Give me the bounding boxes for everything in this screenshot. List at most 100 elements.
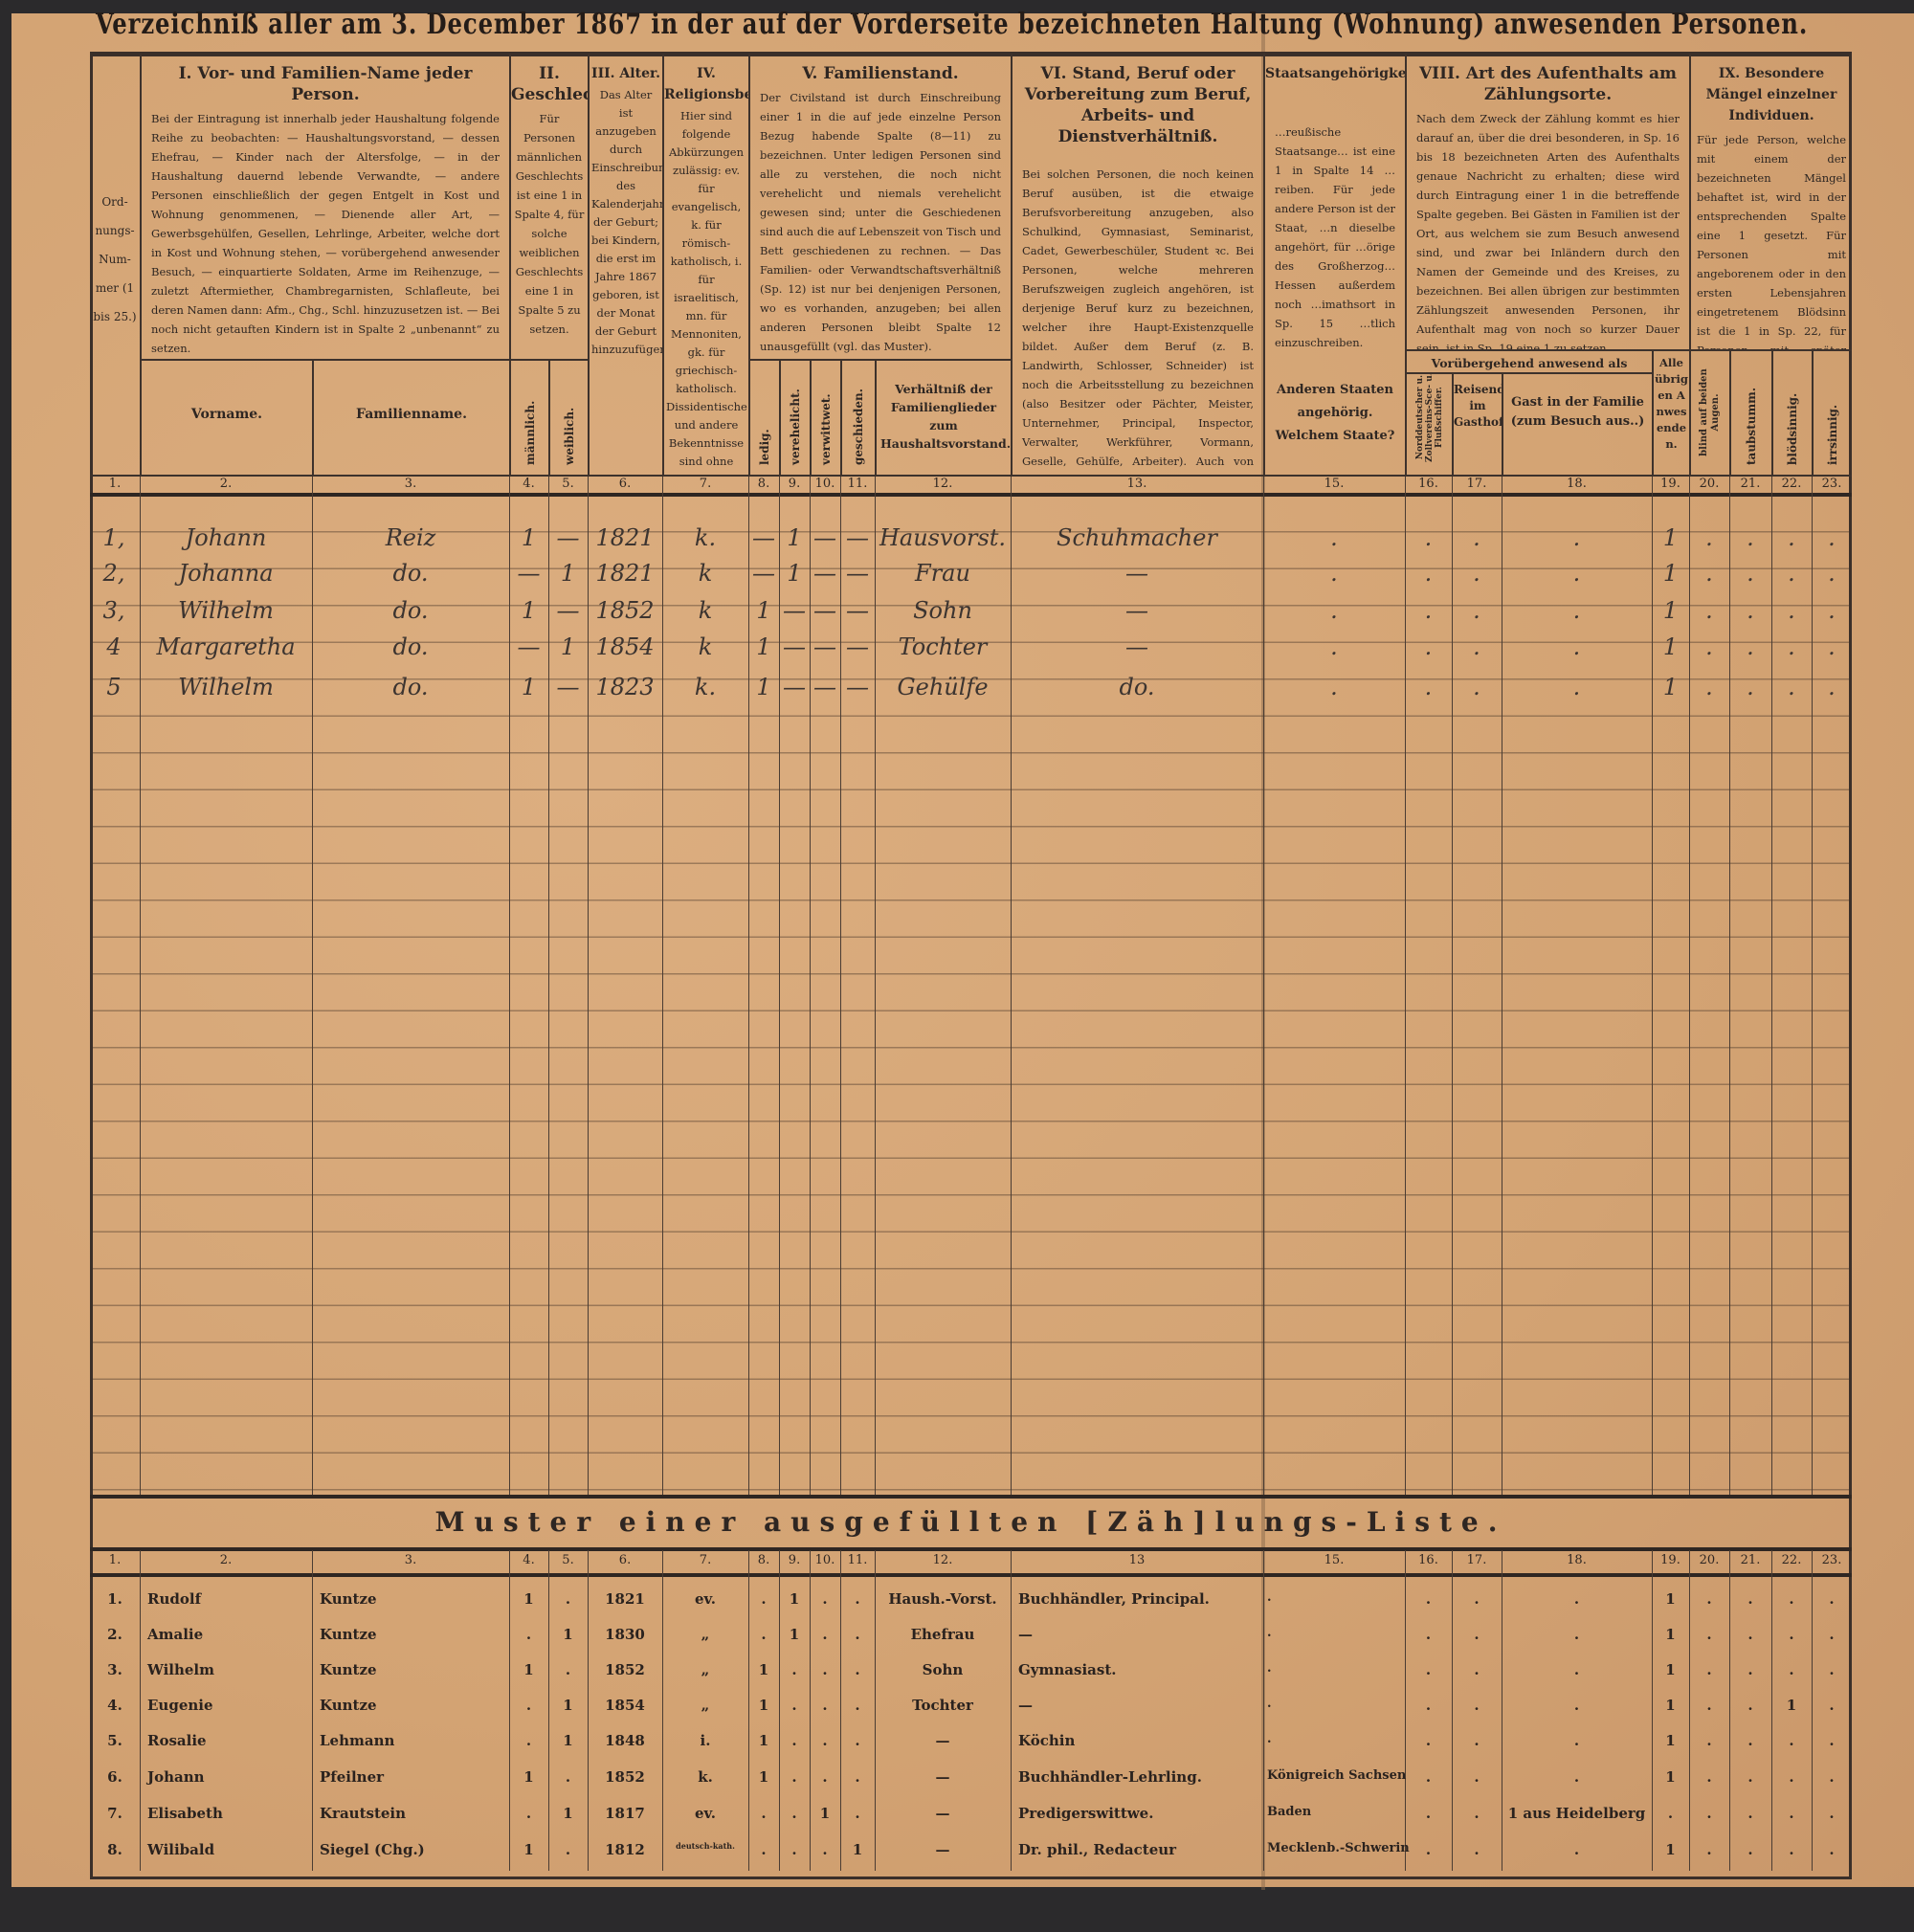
entry-cell: . [1330,674,1338,700]
column-number: 21. [1740,477,1761,491]
muster-cell: . [1474,1768,1480,1786]
muster-cell: 3. [107,1661,122,1678]
muster-column-number: 15. [1324,1553,1345,1567]
column-number: 4. [523,477,535,491]
column-number: 2. [219,477,233,491]
divider [90,1547,1852,1551]
entry-cell: — [517,560,541,587]
muster-cell: Kuntze [320,1661,377,1678]
entry-cell: Sohn [913,597,972,624]
muster-cell: 1812 [605,1841,645,1858]
header-taubstumm: taubstumm. [1729,351,1771,475]
column-number: 17. [1466,477,1487,491]
header-section-I: I. Vor- und Familien-Name jeder Person. B… [140,54,509,361]
entry-cell: . [1788,633,1795,660]
muster-cell: . [822,1732,828,1749]
entry-cell: 1 [521,597,537,624]
column-rule [1689,477,1690,1495]
entry-cell: — [813,524,836,551]
column-rule [779,477,780,1495]
muster-cell: 1 [758,1697,769,1714]
entry-cell: . [1828,633,1836,660]
section-text: Nach dem Zweck der Zählung kommt es hier… [1416,112,1680,351]
column-number: 11. [847,477,868,491]
section-title: IX. Besondere Mängel einzelner Individue… [1705,66,1837,123]
section-title: VIII. Art des Aufenthalts am Zählungsort… [1418,64,1678,104]
muster-cell: . [1425,1661,1432,1678]
entry-cell: . [1424,560,1433,587]
entry-cell: . [1705,674,1713,700]
muster-cell: . [1474,1626,1480,1643]
section-text: Hier sind folgende Abkürzungen zulässig:… [666,109,747,475]
column-rule [1652,477,1653,1495]
header-section-III: III. Alter. Das Alter ist anzugeben durch… [588,54,662,475]
entry-cell: . [1788,597,1795,624]
muster-cell: . [1573,1841,1580,1858]
header-ledig: ledig. [748,361,779,475]
muster-cell: . [1747,1697,1753,1714]
entry-cell: . [1473,674,1480,700]
entry-cell: 1 [560,560,576,587]
entry-cell: 1852 [595,597,655,624]
muster-cell: . [791,1768,797,1786]
muster-cell: Kuntze [320,1626,377,1643]
column-rule [840,1550,841,1871]
entry-cell: — [1125,633,1148,660]
column-rule [810,1550,811,1871]
muster-cell: Mecklenb.-Schwerin [1267,1841,1410,1855]
column-rule [810,477,811,1495]
muster-cell: Sohn [922,1661,964,1678]
entry-cell: Johann [185,524,267,551]
entry-cell: . [1424,597,1433,624]
column-rule [1263,477,1264,1495]
entry-cell: . [1747,524,1754,551]
entry-cell: Hausvorst. [879,524,1007,551]
entry-cell: do. [1119,674,1155,700]
muster-cell: Ehefrau [910,1626,975,1643]
entry-cell: — [846,674,869,700]
header-text: weiblich. [562,407,576,465]
section-title: I. Vor- und Familien-Name jeder Person. [178,64,473,104]
entry-cell: . [1747,674,1754,700]
muster-cell: . [525,1732,532,1749]
muster-column-number: 10. [814,1553,835,1567]
column-number: 19. [1660,477,1680,491]
muster-cell: 1 [523,1590,534,1608]
entry-cell: 1 [1662,674,1679,700]
muster-cell: 1 [789,1626,800,1643]
muster-cell: Kuntze [320,1590,377,1608]
section-text: Bei solchen Personen, die noch keinen Be… [1022,167,1254,475]
header-geschieden: geschieden. [840,361,875,475]
entry-cell: . [1572,524,1581,551]
column-rule [1405,1550,1406,1871]
entry-cell: . [1828,524,1836,551]
entry-cell: . [1424,633,1433,660]
entry-cell: Wilhelm [178,597,274,624]
entry-cell: — [846,560,869,587]
muster-cell: . [1789,1841,1794,1858]
muster-cell: . [1573,1732,1580,1749]
muster-cell: Krautstein [320,1805,407,1822]
entry-cell: 1 [1662,633,1679,660]
entry-cell: 1 [1662,524,1679,551]
entry-cell: . [1424,524,1433,551]
muster-cell: . [1474,1697,1480,1714]
header-schiffer: Norddeutscher u. Zollvereins-Sce- u. Flu… [1405,374,1452,475]
muster-cell: Rosalie [147,1732,207,1749]
muster-cell: Lehmann [320,1732,395,1749]
muster-column-number: 16. [1418,1553,1438,1567]
header-bloedsinnig: blödsinnig. [1771,351,1812,475]
entry-cell: — [846,524,869,551]
entry-cell: — [813,597,836,624]
entry-cell: — [752,560,775,587]
entry-cell: do. [392,597,429,624]
entry-cell: . [1705,524,1713,551]
column-number: 10. [814,477,835,491]
header-verhaeltnis: Verhältniß der Familienglieder zum Haush… [875,361,1011,475]
column-number: 15. [1324,477,1345,491]
muster-cell: . [525,1697,532,1714]
column-rule [140,477,141,1495]
muster-cell: . [565,1661,571,1678]
section-title: IV. Religionsbekenntniß. [664,66,748,102]
entry-cell: . [1572,597,1581,624]
